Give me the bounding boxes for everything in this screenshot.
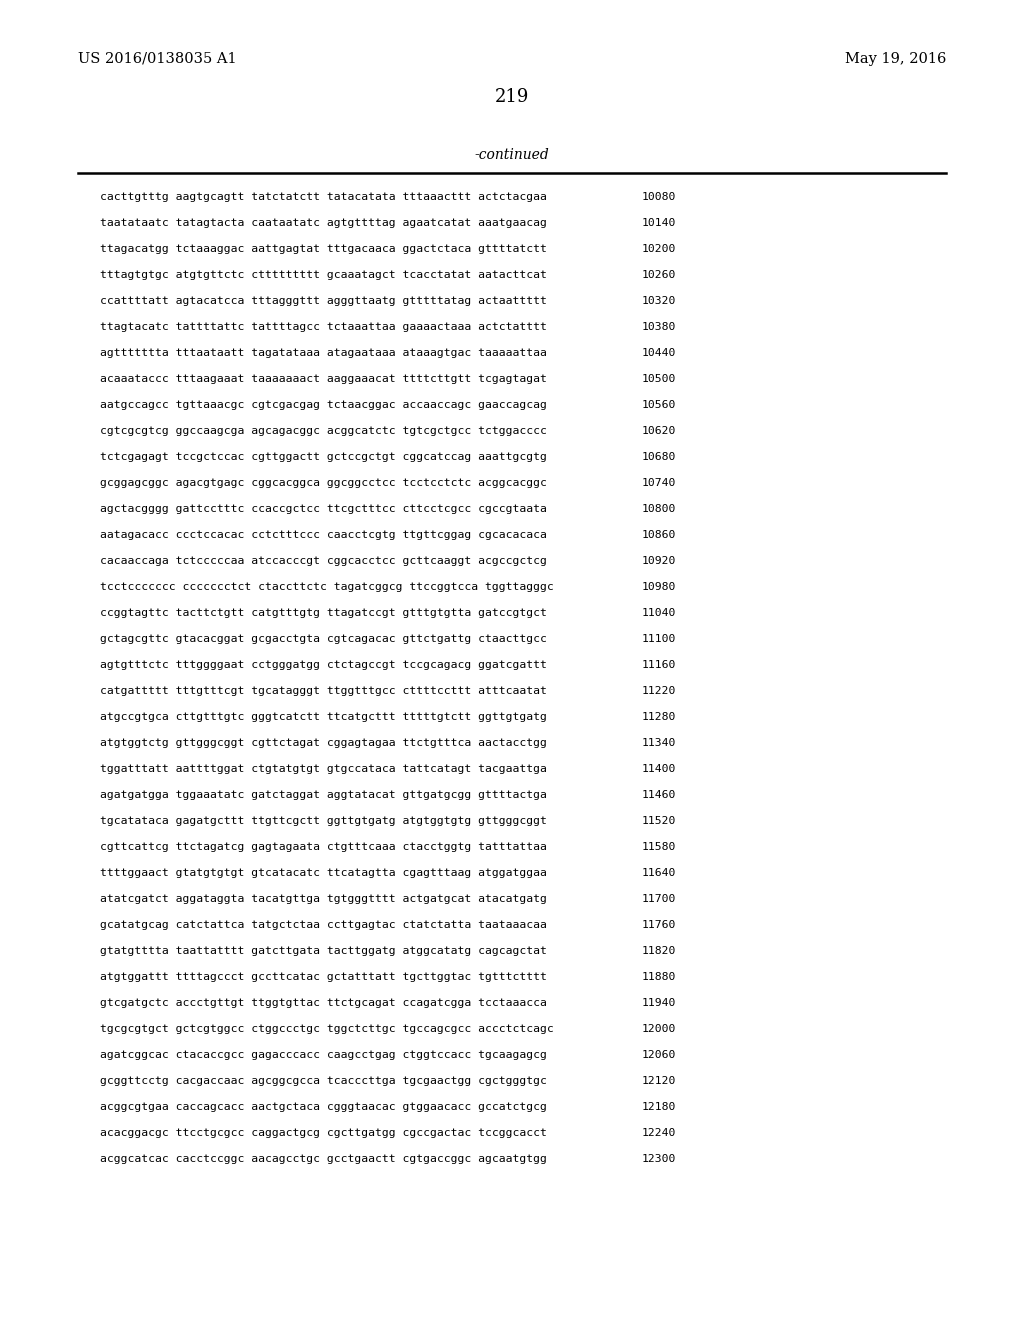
Text: 10500: 10500	[642, 374, 677, 384]
Text: atatcgatct aggataggta tacatgttga tgtgggtttt actgatgcat atacatgatg: atatcgatct aggataggta tacatgttga tgtgggt…	[100, 894, 547, 904]
Text: cacttgtttg aagtgcagtt tatctatctt tatacatata tttaaacttt actctacgaa: cacttgtttg aagtgcagtt tatctatctt tatacat…	[100, 191, 547, 202]
Text: 11040: 11040	[642, 609, 677, 618]
Text: agttttttta tttaataatt tagatataaa atagaataaa ataaagtgac taaaaattaa: agttttttta tttaataatt tagatataaa atagaat…	[100, 348, 547, 358]
Text: gctagcgttc gtacacggat gcgacctgta cgtcagacac gttctgattg ctaacttgcc: gctagcgttc gtacacggat gcgacctgta cgtcaga…	[100, 634, 547, 644]
Text: gtatgtttta taattatttt gatcttgata tacttggatg atggcatatg cagcagctat: gtatgtttta taattatttt gatcttgata tacttgg…	[100, 946, 547, 956]
Text: 12240: 12240	[642, 1129, 677, 1138]
Text: ccattttatt agtacatcca tttagggttt agggttaatg gtttttatag actaattttt: ccattttatt agtacatcca tttagggttt agggtta…	[100, 296, 547, 306]
Text: atgtggtctg gttgggcggt cgttctagat cggagtagaa ttctgtttca aactacctgg: atgtggtctg gttgggcggt cgttctagat cggagta…	[100, 738, 547, 748]
Text: 11100: 11100	[642, 634, 677, 644]
Text: 12180: 12180	[642, 1102, 677, 1111]
Text: atgtggattt ttttagccct gccttcatac gctatttatt tgcttggtac tgtttctttt: atgtggattt ttttagccct gccttcatac gctattt…	[100, 972, 547, 982]
Text: taatataatc tatagtacta caataatatc agtgttttag agaatcatat aaatgaacag: taatataatc tatagtacta caataatatc agtgttt…	[100, 218, 547, 228]
Text: 11640: 11640	[642, 869, 677, 878]
Text: 10440: 10440	[642, 348, 677, 358]
Text: cgttcattcg ttctagatcg gagtagaata ctgtttcaaa ctacctggtg tatttattaa: cgttcattcg ttctagatcg gagtagaata ctgtttc…	[100, 842, 547, 851]
Text: 10200: 10200	[642, 244, 677, 253]
Text: 10080: 10080	[642, 191, 677, 202]
Text: 11700: 11700	[642, 894, 677, 904]
Text: 10140: 10140	[642, 218, 677, 228]
Text: 11940: 11940	[642, 998, 677, 1008]
Text: ttagtacatc tattttattc tattttagcc tctaaattaa gaaaactaaa actctatttt: ttagtacatc tattttattc tattttagcc tctaaat…	[100, 322, 547, 333]
Text: -continued: -continued	[475, 148, 549, 162]
Text: 11160: 11160	[642, 660, 677, 671]
Text: tgcatataca gagatgcttt ttgttcgctt ggttgtgatg atgtggtgtg gttgggcggt: tgcatataca gagatgcttt ttgttcgctt ggttgtg…	[100, 816, 547, 826]
Text: agtgtttctc tttggggaat cctgggatgg ctctagccgt tccgcagacg ggatcgattt: agtgtttctc tttggggaat cctgggatgg ctctagc…	[100, 660, 547, 671]
Text: catgattttt tttgtttcgt tgcatagggt ttggtttgcc cttttccttt atttcaatat: catgattttt tttgtttcgt tgcatagggt ttggttt…	[100, 686, 547, 696]
Text: cgtcgcgtcg ggccaagcga agcagacggc acggcatctc tgtcgctgcc tctggacccc: cgtcgcgtcg ggccaagcga agcagacggc acggcat…	[100, 426, 547, 436]
Text: US 2016/0138035 A1: US 2016/0138035 A1	[78, 51, 237, 66]
Text: aatagacacc ccctccacac cctctttccc caacctcgtg ttgttcggag cgcacacaca: aatagacacc ccctccacac cctctttccc caacctc…	[100, 531, 547, 540]
Text: 10680: 10680	[642, 451, 677, 462]
Text: 11400: 11400	[642, 764, 677, 774]
Text: 11880: 11880	[642, 972, 677, 982]
Text: gtcgatgctc accctgttgt ttggtgttac ttctgcagat ccagatcgga tcctaaacca: gtcgatgctc accctgttgt ttggtgttac ttctgca…	[100, 998, 547, 1008]
Text: 11220: 11220	[642, 686, 677, 696]
Text: agatgatgga tggaaatatc gatctaggat aggtatacat gttgatgcgg gttttactga: agatgatgga tggaaatatc gatctaggat aggtata…	[100, 789, 547, 800]
Text: 10320: 10320	[642, 296, 677, 306]
Text: 10260: 10260	[642, 271, 677, 280]
Text: acggcatcac cacctccggc aacagcctgc gcctgaactt cgtgaccggc agcaatgtgg: acggcatcac cacctccggc aacagcctgc gcctgaa…	[100, 1154, 547, 1164]
Text: 10920: 10920	[642, 556, 677, 566]
Text: gcggttcctg cacgaccaac agcggcgcca tcacccttga tgcgaactgg cgctgggtgc: gcggttcctg cacgaccaac agcggcgcca tcaccct…	[100, 1076, 547, 1086]
Text: ccggtagttc tacttctgtt catgtttgtg ttagatccgt gtttgtgtta gatccgtgct: ccggtagttc tacttctgtt catgtttgtg ttagatc…	[100, 609, 547, 618]
Text: 11760: 11760	[642, 920, 677, 931]
Text: acaaataccc tttaagaaat taaaaaaact aaggaaacat ttttcttgtt tcgagtagat: acaaataccc tttaagaaat taaaaaaact aaggaaa…	[100, 374, 547, 384]
Text: 10800: 10800	[642, 504, 677, 513]
Text: May 19, 2016: May 19, 2016	[845, 51, 946, 66]
Text: ttttggaact gtatgtgtgt gtcatacatc ttcatagtta cgagtttaag atggatggaa: ttttggaact gtatgtgtgt gtcatacatc ttcatag…	[100, 869, 547, 878]
Text: 10620: 10620	[642, 426, 677, 436]
Text: agctacgggg gattcctttc ccaccgctcc ttcgctttcc cttcctcgcc cgccgtaata: agctacgggg gattcctttc ccaccgctcc ttcgctt…	[100, 504, 547, 513]
Text: acggcgtgaa caccagcacc aactgctaca cgggtaacac gtggaacacc gccatctgcg: acggcgtgaa caccagcacc aactgctaca cgggtaa…	[100, 1102, 547, 1111]
Text: ttagacatgg tctaaaggac aattgagtat tttgacaaca ggactctaca gttttatctt: ttagacatgg tctaaaggac aattgagtat tttgaca…	[100, 244, 547, 253]
Text: 10860: 10860	[642, 531, 677, 540]
Text: 12060: 12060	[642, 1049, 677, 1060]
Text: 12120: 12120	[642, 1076, 677, 1086]
Text: 12000: 12000	[642, 1024, 677, 1034]
Text: agatcggcac ctacaccgcc gagacccacc caagcctgag ctggtccacc tgcaagagcg: agatcggcac ctacaccgcc gagacccacc caagcct…	[100, 1049, 547, 1060]
Text: tggatttatt aattttggat ctgtatgtgt gtgccataca tattcatagt tacgaattga: tggatttatt aattttggat ctgtatgtgt gtgccat…	[100, 764, 547, 774]
Text: 12300: 12300	[642, 1154, 677, 1164]
Text: atgccgtgca cttgtttgtc gggtcatctt ttcatgcttt tttttgtctt ggttgtgatg: atgccgtgca cttgtttgtc gggtcatctt ttcatgc…	[100, 711, 547, 722]
Text: aatgccagcc tgttaaacgc cgtcgacgag tctaacggac accaaccagc gaaccagcag: aatgccagcc tgttaaacgc cgtcgacgag tctaacg…	[100, 400, 547, 411]
Text: gcatatgcag catctattca tatgctctaa ccttgagtac ctatctatta taataaacaa: gcatatgcag catctattca tatgctctaa ccttgag…	[100, 920, 547, 931]
Text: 10380: 10380	[642, 322, 677, 333]
Text: 11820: 11820	[642, 946, 677, 956]
Text: 11580: 11580	[642, 842, 677, 851]
Text: tgcgcgtgct gctcgtggcc ctggccctgc tggctcttgc tgccagcgcc accctctcagc: tgcgcgtgct gctcgtggcc ctggccctgc tggctct…	[100, 1024, 554, 1034]
Text: tttagtgtgc atgtgttctc cttttttttt gcaaatagct tcacctatat aatacttcat: tttagtgtgc atgtgttctc cttttttttt gcaaata…	[100, 271, 547, 280]
Text: 219: 219	[495, 88, 529, 106]
Text: cacaaccaga tctcccccaa atccacccgt cggcacctcc gcttcaaggt acgccgctcg: cacaaccaga tctcccccaa atccacccgt cggcacc…	[100, 556, 547, 566]
Text: 10980: 10980	[642, 582, 677, 591]
Text: tcctccccccc ccccccctct ctaccttctc tagatcggcg ttccggtcca tggttagggc: tcctccccccc ccccccctct ctaccttctc tagatc…	[100, 582, 554, 591]
Text: 10740: 10740	[642, 478, 677, 488]
Text: 11340: 11340	[642, 738, 677, 748]
Text: 11520: 11520	[642, 816, 677, 826]
Text: 10560: 10560	[642, 400, 677, 411]
Text: tctcgagagt tccgctccac cgttggactt gctccgctgt cggcatccag aaattgcgtg: tctcgagagt tccgctccac cgttggactt gctccgc…	[100, 451, 547, 462]
Text: 11460: 11460	[642, 789, 677, 800]
Text: acacggacgc ttcctgcgcc caggactgcg cgcttgatgg cgccgactac tccggcacct: acacggacgc ttcctgcgcc caggactgcg cgcttga…	[100, 1129, 547, 1138]
Text: gcggagcggc agacgtgagc cggcacggca ggcggcctcc tcctcctctc acggcacggc: gcggagcggc agacgtgagc cggcacggca ggcggcc…	[100, 478, 547, 488]
Text: 11280: 11280	[642, 711, 677, 722]
